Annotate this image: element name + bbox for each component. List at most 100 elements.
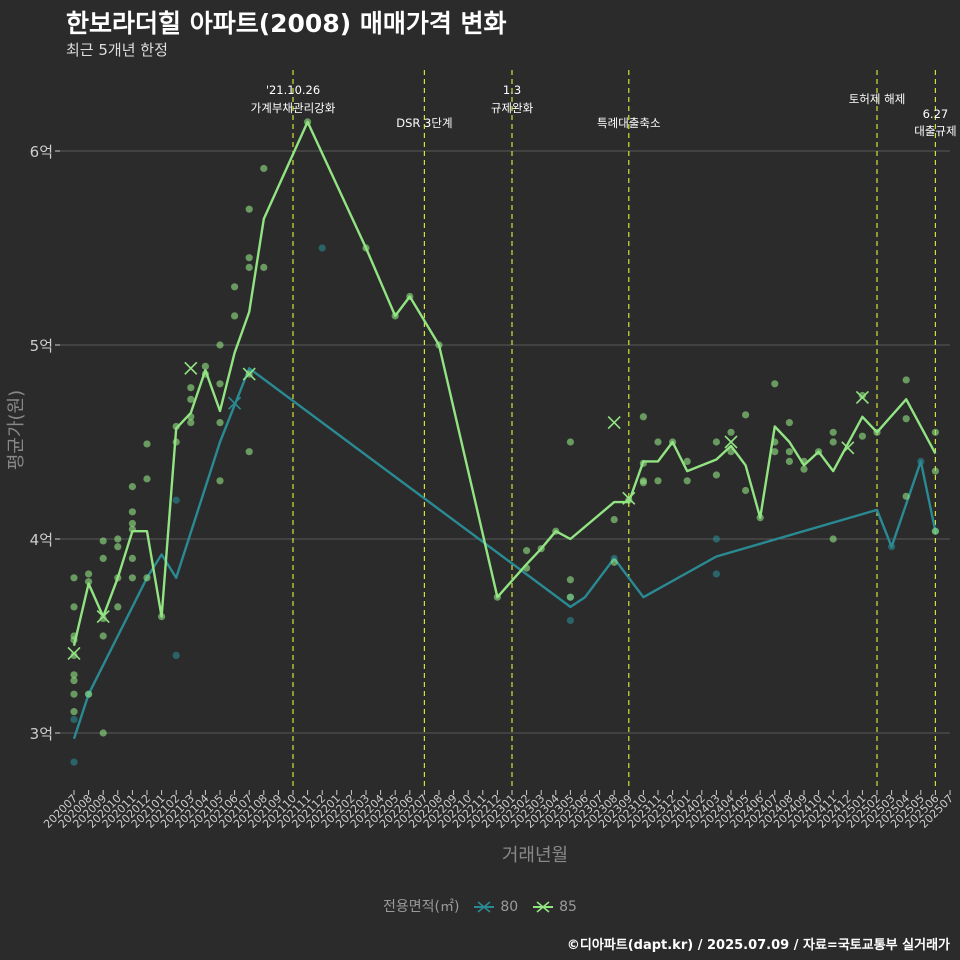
data-point-85 (566, 576, 575, 584)
data-point-85 (70, 574, 78, 582)
event-label: 특례대출축소 (597, 116, 660, 130)
cross-stroke (607, 416, 621, 430)
legend-item-85: 85 (531, 899, 577, 915)
data-point-85 (85, 690, 93, 698)
event-label: '21.10.26 (266, 83, 320, 97)
legend-label-85: 85 (559, 899, 577, 915)
data-point-85 (216, 341, 224, 349)
data-point-85 (829, 428, 837, 436)
data-point-85 (771, 448, 779, 456)
data-point-85 (85, 570, 93, 578)
data-point-85 (245, 448, 253, 456)
event-label: DSR 3단계 (396, 116, 452, 130)
data-point-85 (902, 415, 910, 423)
data-point-85 (114, 535, 122, 543)
cross-stroke (622, 491, 636, 505)
data-point-85 (712, 438, 721, 446)
data-point-85 (931, 527, 940, 535)
event-label: 가계부채관리강화 (251, 101, 336, 115)
data-point-85 (829, 438, 837, 446)
data-point-85 (70, 651, 78, 660)
data-point-85 (654, 477, 662, 485)
data-point-85 (654, 438, 662, 446)
cross-stroke (855, 390, 869, 404)
data-point-85 (610, 516, 618, 524)
source-caption: ©디아파트(dapt.kr) / 2025.07.09 / 자료=국토교통부 실… (566, 938, 950, 953)
data-point-85 (216, 380, 224, 388)
data-point-85 (683, 477, 691, 485)
chart-title: 한보라더힐 아파트(2008) 매매가격 변화 (66, 9, 507, 38)
data-point-85 (800, 465, 808, 473)
data-point-85 (128, 574, 136, 582)
event-label: 토허제 해제 (849, 92, 906, 106)
data-point-85 (858, 391, 867, 400)
data-point-85 (566, 438, 575, 446)
data-point-85 (99, 614, 107, 623)
cross-marker-80 (228, 396, 242, 410)
x-axis-title: 거래년월 (502, 845, 568, 866)
data-point-85 (143, 574, 151, 582)
cross-stroke (96, 610, 110, 624)
data-point-80 (318, 244, 326, 252)
data-point-85 (610, 558, 618, 566)
y-tick-label: 3억 (30, 725, 53, 743)
data-point-85 (85, 578, 93, 586)
cross-stroke (67, 646, 81, 661)
data-point-85 (187, 395, 195, 403)
data-point-85 (523, 547, 531, 555)
cross-marker-85 (855, 390, 869, 404)
data-point-85 (70, 603, 78, 611)
data-point-85 (639, 413, 648, 421)
data-point-85 (683, 457, 691, 465)
data-point-85 (143, 440, 151, 448)
data-point-85 (114, 603, 122, 611)
data-point-85 (99, 729, 107, 737)
data-point-85 (128, 483, 136, 491)
data-point-80 (172, 496, 180, 504)
data-point-85 (216, 477, 224, 485)
data-point-85 (902, 376, 910, 384)
data-point-85 (99, 632, 107, 640)
data-point-85 (231, 283, 239, 291)
cross-stroke (228, 396, 242, 410)
data-point-85 (70, 671, 78, 679)
cross-marker-85 (96, 610, 110, 624)
data-point-85 (99, 554, 107, 563)
cross-stroke (724, 435, 738, 449)
data-point-85 (172, 422, 180, 431)
legend-label-80: 80 (500, 899, 519, 915)
data-point-85 (187, 384, 195, 392)
legend-title: 전용면적(㎡) (383, 899, 460, 915)
data-point-85 (216, 419, 224, 427)
data-point-85 (70, 677, 78, 685)
cross-marker-85 (184, 361, 198, 375)
cross-marker-85 (242, 367, 256, 381)
cross-marker-85 (607, 416, 621, 430)
event-label: 1.3 (503, 83, 521, 97)
data-point-80 (70, 758, 78, 766)
data-point-85 (245, 254, 253, 262)
y-tick-label: 5억 (30, 337, 53, 355)
data-point-85 (902, 492, 910, 500)
event-label: 대출규제 (914, 124, 956, 138)
y-axis-title: 평균가(원) (6, 390, 27, 470)
legend-key-80-icon (473, 901, 494, 913)
cross-marker-85 (841, 441, 855, 455)
series-line-85 (72, 120, 937, 646)
data-point-85 (128, 519, 136, 528)
data-point-85 (114, 543, 122, 551)
legend: 전용면적(㎡) 80 85 (0, 896, 960, 916)
data-point-85 (260, 263, 268, 271)
data-point-85 (639, 479, 648, 487)
y-tick-label: 4억 (30, 531, 53, 549)
data-point-85 (712, 471, 721, 479)
data-point-85 (187, 419, 195, 427)
data-point-85 (931, 467, 940, 475)
y-tick-label: 6억 (30, 143, 53, 161)
data-point-85 (785, 457, 794, 465)
data-point-85 (128, 508, 136, 516)
chart-subtitle: 최근 5개년 한정 (66, 41, 168, 59)
data-point-85 (858, 432, 867, 440)
event-label: 6.27 (923, 107, 949, 121)
